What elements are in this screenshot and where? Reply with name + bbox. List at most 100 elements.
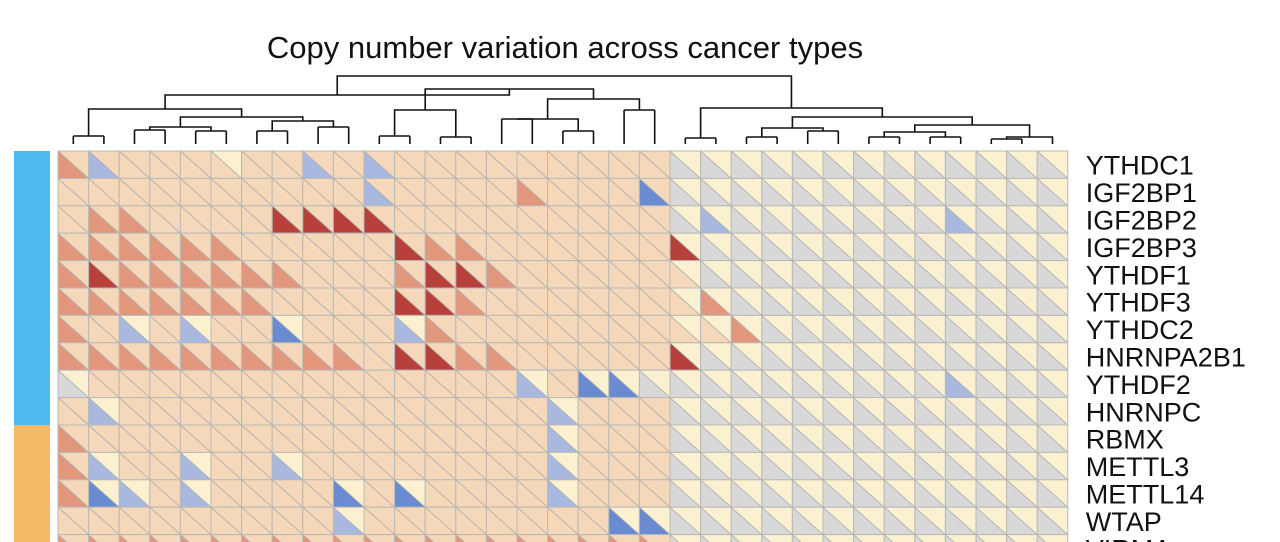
heatmap-cell (1006, 177, 1038, 207)
cell-diagonal (608, 287, 640, 316)
cell-upper-right-triangle (945, 534, 976, 542)
cell-diagonal (241, 232, 273, 261)
heatmap-cell (516, 287, 549, 316)
heatmap-cell (57, 342, 90, 371)
cell-diagonal (639, 232, 671, 261)
heatmap-cell (730, 205, 763, 234)
heatmap-cell (241, 205, 273, 234)
row-label: METTL3 (1086, 452, 1190, 482)
cell-diagonal (577, 178, 610, 207)
heatmap-cell (88, 287, 120, 316)
heatmap-cell (608, 260, 640, 289)
heatmap-cell (975, 205, 1008, 234)
cell-diagonal (486, 397, 518, 426)
heatmap-cell (944, 369, 977, 399)
heatmap-cell (302, 451, 334, 481)
row-label: YTHDC1 (1086, 151, 1194, 181)
heatmap-cell (516, 205, 549, 234)
heatmap-cell (638, 232, 671, 262)
heatmap-cell (210, 451, 243, 481)
heatmap-cell (975, 369, 1008, 399)
heatmap-cell (914, 397, 946, 426)
cell-diagonal (149, 534, 159, 542)
cell-diagonal (608, 205, 640, 234)
cell-diagonal (700, 232, 732, 261)
heatmap-cell (424, 177, 457, 207)
cell-diagonal (180, 205, 212, 234)
heatmap-cell (455, 177, 487, 207)
heatmap-cell (88, 451, 120, 481)
cell-diagonal (639, 479, 671, 508)
cell-border (394, 534, 426, 542)
heatmap-cell (547, 314, 579, 344)
cell-diagonal (1036, 397, 1069, 426)
heatmap-cell (149, 397, 181, 426)
cell-diagonal (914, 232, 946, 261)
cell-diagonal (730, 534, 741, 542)
cell-diagonal (271, 479, 304, 508)
cell-border (57, 534, 90, 542)
cell-diagonal (883, 342, 916, 371)
heatmap-cell (118, 177, 151, 207)
cell-diagonal (547, 205, 579, 234)
heatmap-cell (883, 534, 916, 542)
cell-diagonal (975, 424, 1007, 453)
heatmap-cell (822, 534, 855, 542)
heatmap-cell (700, 424, 732, 453)
cell-diagonal (302, 315, 334, 344)
heatmap-cell (1036, 205, 1069, 234)
heatmap-cell (791, 205, 824, 234)
cell-diagonal (945, 342, 977, 371)
heatmap-cell (638, 506, 671, 536)
heatmap-cell (608, 314, 640, 344)
cell-border (210, 534, 243, 542)
cell-diagonal (455, 342, 487, 371)
heatmap-cell (761, 314, 793, 344)
heatmap-cell (975, 424, 1008, 453)
heatmap-cell (424, 342, 457, 371)
heatmap-cell (332, 342, 365, 371)
cell-diagonal (914, 178, 946, 207)
heatmap-cell (394, 506, 426, 536)
cell-diagonal (914, 205, 946, 234)
cell-diagonal (792, 452, 824, 481)
cell-diagonal (394, 205, 426, 234)
heatmap-cell (394, 479, 426, 508)
heatmap-cell (241, 232, 273, 262)
heatmap-cell (57, 177, 90, 207)
heatmap-cell (975, 287, 1008, 316)
heatmap-cell (761, 232, 793, 262)
cell-diagonal (149, 397, 181, 426)
cell-border (547, 534, 579, 542)
heatmap-cell (791, 451, 824, 481)
cell-diagonal (180, 506, 212, 535)
heatmap-cell (944, 451, 977, 481)
cell-diagonal (700, 205, 732, 234)
cell-diagonal (577, 150, 610, 179)
heatmap-cell (363, 397, 396, 426)
cell-diagonal (761, 315, 793, 344)
cell-diagonal (363, 315, 395, 344)
cell-diagonal (180, 260, 212, 289)
cell-diagonal (700, 452, 732, 481)
heatmap-cell (149, 342, 181, 371)
heatmap-cell (791, 479, 824, 508)
cell-diagonal (271, 150, 304, 179)
heatmap-cell (1036, 506, 1069, 536)
cell-diagonal (853, 424, 885, 453)
heatmap-cell (761, 534, 793, 542)
heatmap-cell (179, 369, 212, 399)
heatmap-cell (669, 369, 702, 399)
cell-diagonal (210, 369, 242, 398)
heatmap-cell (57, 397, 90, 426)
cell-diagonal (333, 232, 365, 261)
cell-upper-right-triangle (425, 534, 456, 542)
cell-diagonal (271, 315, 304, 344)
cell-diagonal (180, 534, 190, 542)
dendrogram-branch (699, 107, 884, 138)
heatmap-cell (638, 314, 671, 344)
dendrogram-branch (179, 116, 304, 127)
cell-diagonal (363, 150, 395, 179)
heatmap-cell (516, 424, 549, 453)
cell-diagonal (210, 232, 242, 261)
